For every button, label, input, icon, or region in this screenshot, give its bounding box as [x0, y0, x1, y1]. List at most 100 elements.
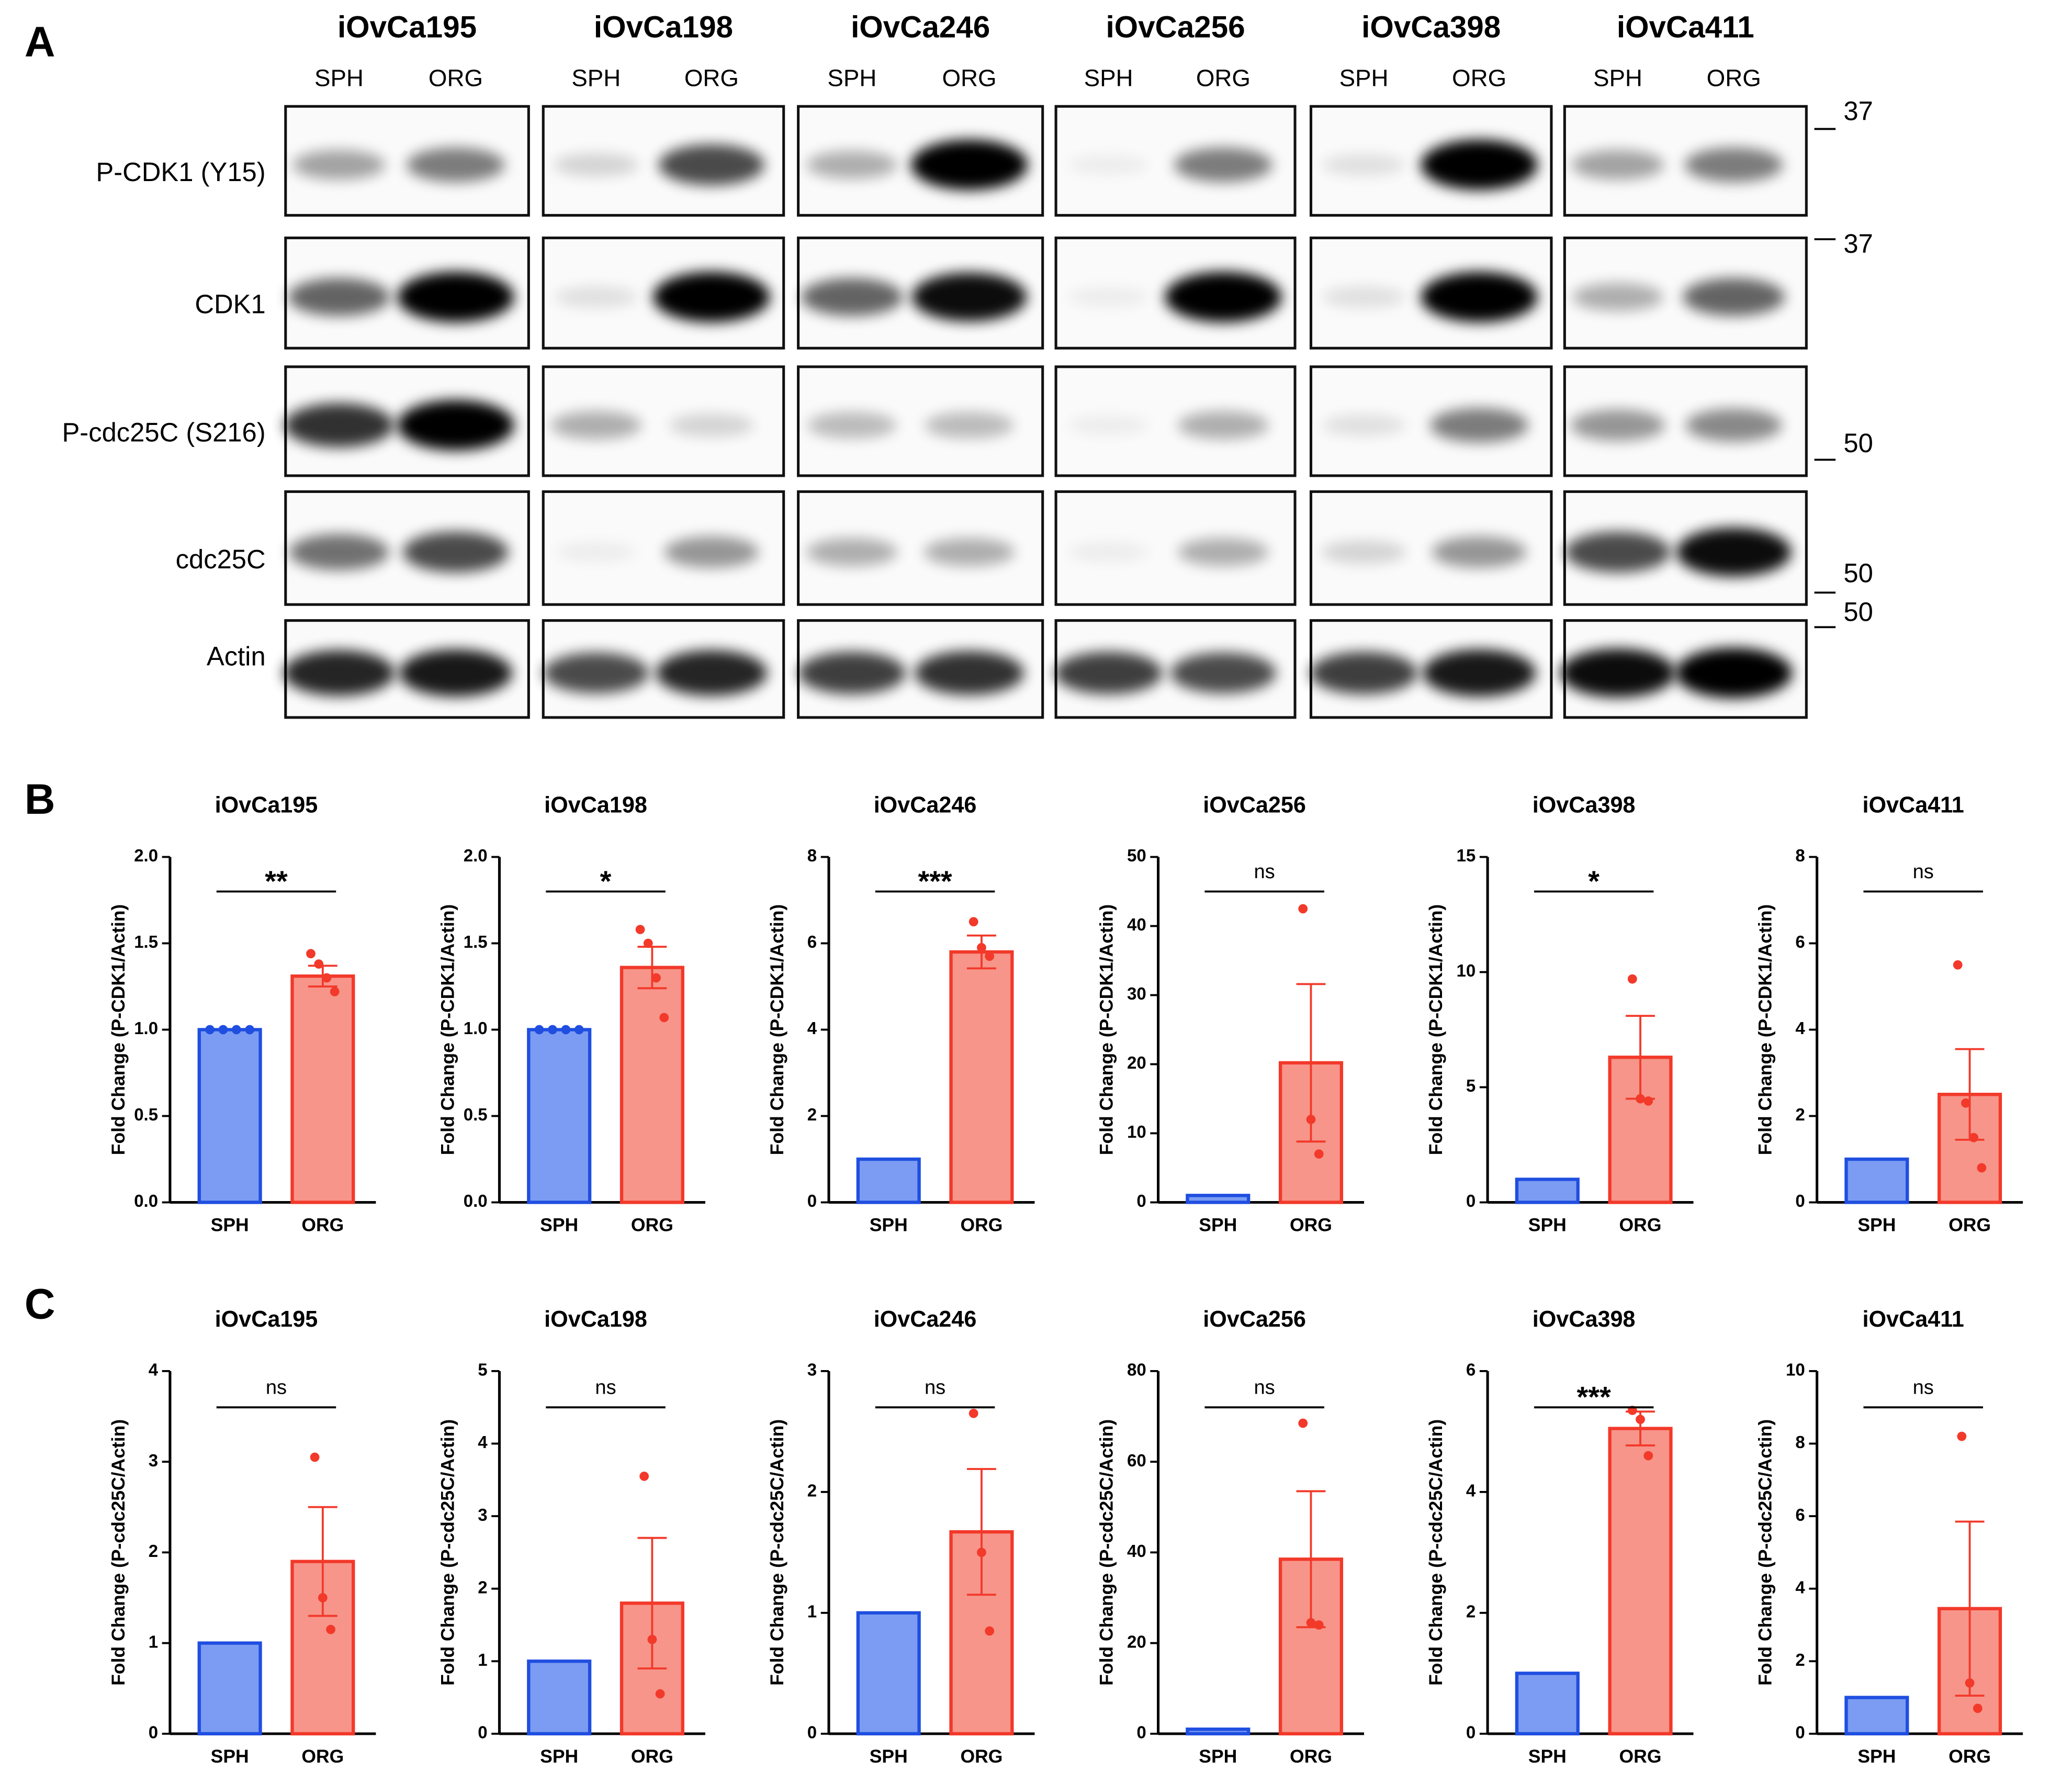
lane-label: ORG — [1196, 65, 1251, 92]
significance-label: ** — [265, 865, 288, 898]
blot-band — [397, 272, 514, 322]
bar — [856, 1157, 921, 1204]
x-tick-label: SPH — [1528, 1215, 1567, 1236]
data-point — [985, 951, 995, 961]
blot-band — [1322, 414, 1406, 436]
blot-band — [289, 534, 389, 570]
bar — [949, 950, 1014, 1204]
y-axis-label: Fold Change (P-CDK1/Actin) — [1096, 904, 1117, 1155]
chart-title: iOvCa246 — [874, 1307, 977, 1332]
data-point — [639, 1471, 649, 1481]
x-tick-label: ORG — [1619, 1746, 1662, 1767]
x-tick-label: SPH — [1199, 1215, 1237, 1236]
blot-band — [911, 272, 1027, 322]
protein-label: cdc25C — [176, 544, 266, 574]
error-bar — [637, 946, 667, 990]
data-point — [969, 1408, 978, 1418]
blot-band — [1571, 150, 1664, 180]
blot-band — [664, 536, 759, 568]
y-tick-label: 1.5 — [464, 932, 488, 951]
bar — [290, 974, 355, 1204]
data-point — [326, 1624, 335, 1634]
y-tick-label: 40 — [1127, 1541, 1146, 1561]
blot-band — [1675, 647, 1793, 699]
y-tick-label: 10 — [1786, 1360, 1805, 1380]
data-point — [574, 1025, 584, 1035]
lane-label: ORG — [429, 65, 483, 92]
data-point — [1298, 1418, 1308, 1428]
y-tick-label: 5 — [478, 1360, 487, 1380]
y-tick-label: 0.0 — [134, 1191, 158, 1210]
blot-band — [669, 413, 755, 437]
blot-band — [1432, 536, 1527, 568]
protein-label: CDK1 — [195, 289, 265, 319]
significance-label: *** — [918, 865, 952, 898]
x-tick-label: SPH — [870, 1746, 908, 1767]
blot-band — [1322, 154, 1406, 176]
data-point — [314, 959, 324, 969]
blot-band — [407, 147, 505, 182]
bar — [1515, 1672, 1580, 1736]
y-tick-label: 0 — [807, 1191, 817, 1210]
x-tick-label: SPH — [1857, 1215, 1896, 1236]
blot-band — [283, 650, 395, 696]
lane-label: SPH — [1339, 65, 1389, 92]
y-tick-label: 50 — [1127, 846, 1146, 865]
blot-band — [288, 278, 390, 316]
lane-label: SPH — [1593, 65, 1642, 92]
chart-title: iOvCa195 — [215, 1307, 318, 1332]
y-tick-label: 0.0 — [464, 1191, 488, 1210]
y-tick-label: 2 — [1466, 1602, 1476, 1621]
blot-band — [1683, 278, 1785, 316]
blot-band — [807, 412, 897, 439]
data-point — [1636, 1094, 1645, 1104]
data-point — [1953, 960, 1963, 970]
bar — [1844, 1157, 1909, 1204]
cell-line-label: iOvCa195 — [337, 10, 477, 44]
y-tick-label: 2 — [1795, 1650, 1805, 1669]
data-point — [548, 1025, 557, 1035]
x-tick-label: ORG — [960, 1215, 1003, 1236]
significance-label: ns — [1913, 861, 1934, 883]
panel-label: C — [25, 1280, 55, 1328]
blot-band — [555, 542, 637, 563]
y-tick-label: 4 — [1795, 1018, 1805, 1038]
x-tick-label: ORG — [1619, 1215, 1662, 1236]
y-tick-label: 15 — [1457, 846, 1476, 865]
protein-label: P-cdc25C (S216) — [62, 418, 265, 447]
blot-band — [1321, 540, 1407, 564]
y-axis-label: Fold Change (P-CDK1/Actin) — [767, 904, 787, 1155]
bar — [620, 966, 684, 1204]
blot-band — [1676, 528, 1792, 577]
y-axis-label: Fold Change (P-CDK1/Actin) — [1425, 904, 1446, 1155]
significance-label: ns — [595, 1377, 616, 1399]
blot-band — [1422, 649, 1536, 697]
blot-band — [554, 286, 638, 308]
data-point — [1314, 1620, 1324, 1630]
blot-band — [1067, 154, 1150, 175]
blot-band — [553, 153, 639, 177]
y-tick-label: 0 — [807, 1723, 817, 1742]
y-tick-label: 5 — [1466, 1076, 1476, 1095]
data-point — [1627, 974, 1637, 984]
blot-band — [924, 538, 1015, 566]
y-tick-label: 2 — [149, 1541, 158, 1561]
chart-title: iOvCa195 — [215, 792, 318, 817]
data-point — [1643, 1096, 1653, 1106]
y-tick-label: 1.0 — [134, 1018, 158, 1038]
significance-label: ns — [266, 1377, 287, 1399]
data-point — [969, 917, 978, 927]
y-tick-label: 10 — [1457, 961, 1476, 980]
blot-band — [798, 652, 906, 694]
y-axis-label: Fold Change (P-cdc25C/Actin) — [437, 1419, 458, 1686]
y-tick-label: 20 — [1127, 1632, 1146, 1651]
lane-label: ORG — [942, 65, 997, 92]
blot-band — [914, 651, 1024, 696]
y-tick-label: 0.5 — [134, 1105, 158, 1124]
y-tick-label: 10 — [1127, 1122, 1146, 1141]
lane-label: SPH — [314, 65, 364, 92]
x-tick-label: ORG — [631, 1215, 673, 1236]
y-axis-label: Fold Change (P-cdc25C/Actin) — [1425, 1419, 1446, 1686]
chart-title: iOvCa198 — [544, 1307, 647, 1332]
